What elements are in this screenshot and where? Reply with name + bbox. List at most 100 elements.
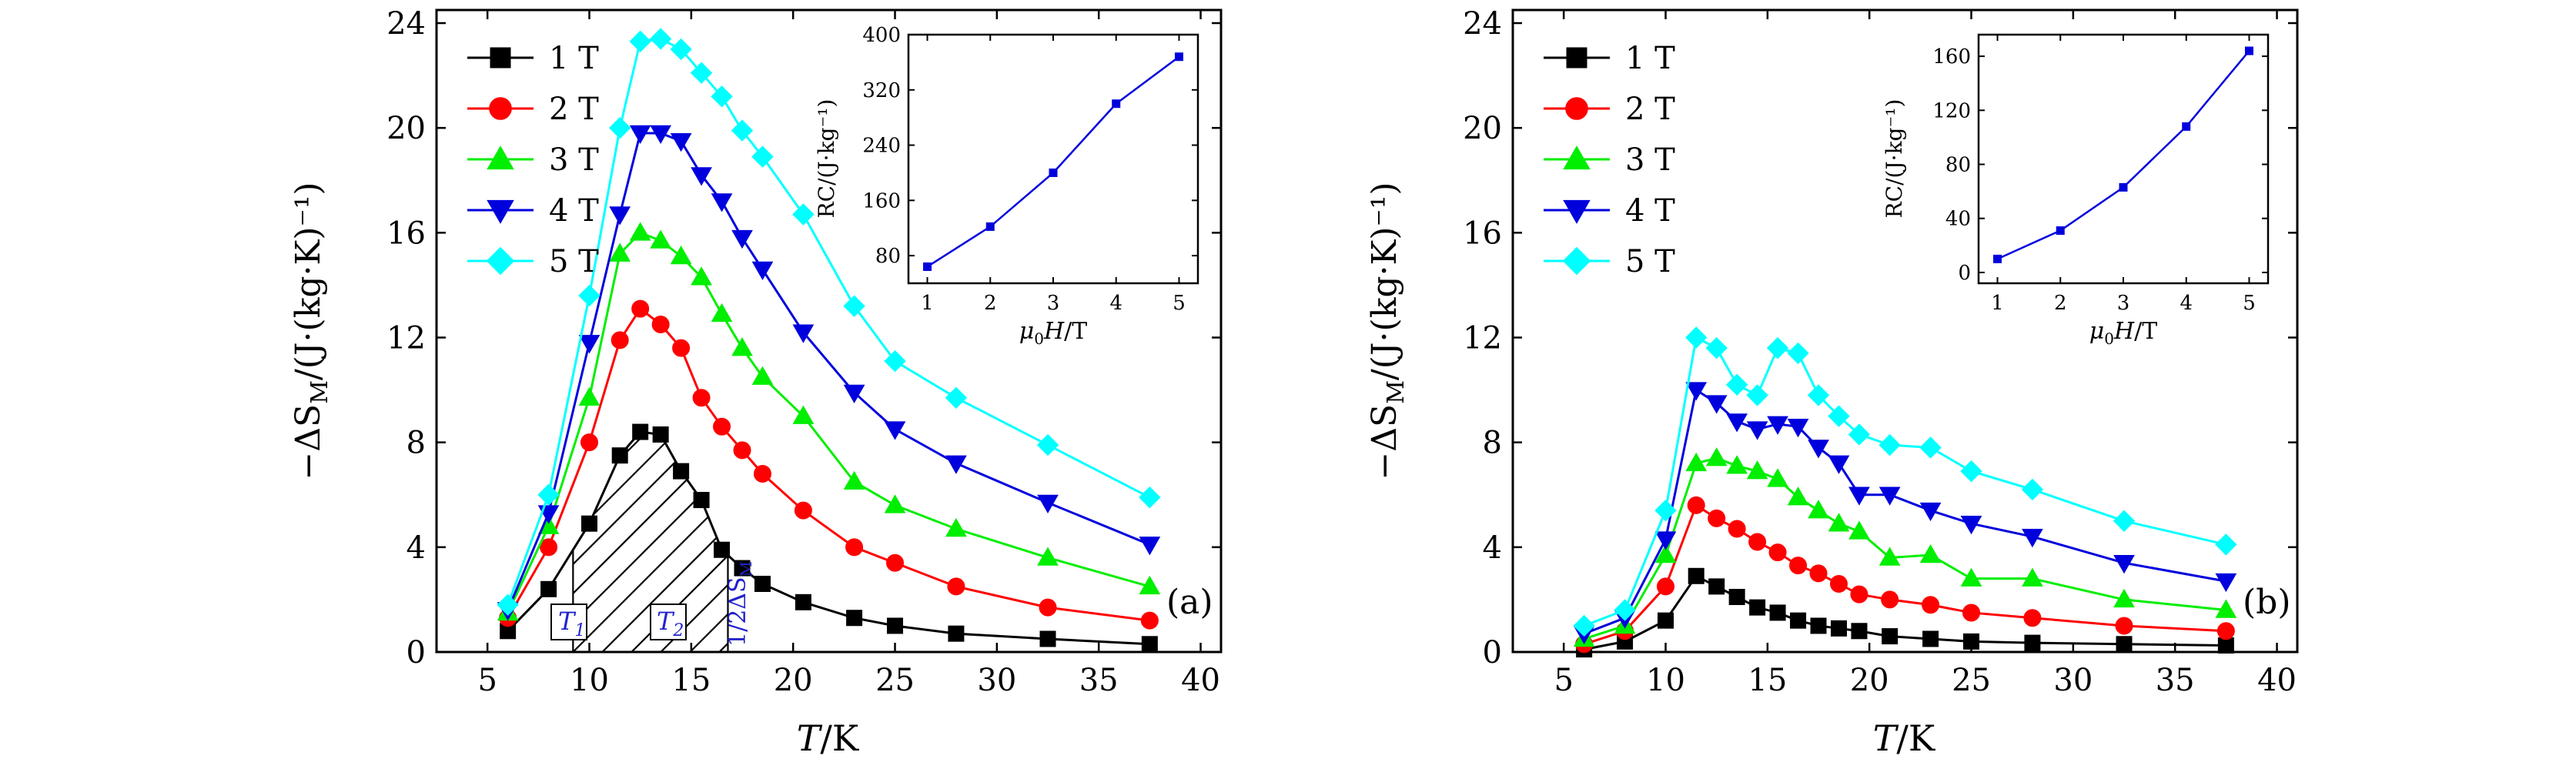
inset-point [1993, 254, 2002, 263]
data-point [887, 617, 904, 634]
data-point [2215, 533, 2237, 556]
data-point [1769, 604, 1786, 621]
inset-y-tick-label: 160 [1932, 45, 1971, 69]
annotations: (b) [2243, 583, 2291, 622]
data-point [1573, 614, 1595, 637]
hatch-line [573, 432, 676, 652]
data-point [792, 203, 815, 226]
data-point [2115, 617, 2133, 635]
x-tick-label: 35 [1079, 663, 1119, 698]
data-point [1657, 577, 1675, 596]
data-point [691, 266, 712, 286]
inset-x-tick-label: 1 [1991, 292, 2004, 315]
y-tick-label: 20 [1463, 111, 1502, 146]
data-point [947, 577, 965, 596]
data-point [1790, 612, 1807, 629]
data-point [945, 386, 968, 410]
data-point [580, 433, 599, 452]
legend: 1 T 2 T 3 T 4 T 5 T [467, 41, 599, 279]
legend-label: 1 T [1625, 41, 1675, 76]
data-point [1726, 413, 1748, 433]
data-point [1878, 433, 1901, 456]
data-point [1808, 440, 1829, 459]
data-point [578, 284, 601, 307]
x-tick-label: 15 [671, 663, 711, 698]
data-point [1725, 373, 1748, 396]
series-line [507, 306, 1150, 622]
data-point [1746, 384, 1768, 406]
legend-label: 4 T [549, 193, 599, 229]
x-axis-ticks: 5 10 15 20 25 30 35 40 [477, 10, 1220, 698]
series-line [1584, 456, 2226, 640]
data-point [1139, 537, 1161, 556]
data-point [1960, 567, 1982, 587]
data-point [754, 575, 771, 592]
data-point [1037, 547, 1059, 566]
data-point [540, 538, 558, 557]
data-point [578, 335, 601, 354]
inset-y-tick-label: 160 [862, 189, 901, 212]
data-point [1766, 336, 1789, 359]
half-delta-s-label: 1/2ΔSM [724, 561, 755, 647]
data-point [751, 261, 774, 281]
series-line [507, 231, 1150, 614]
inset-y-tick-label: 80 [1945, 154, 1971, 177]
data-point [711, 303, 733, 323]
data-point [795, 593, 811, 610]
data-point [1848, 423, 1871, 446]
x-tick-label: 40 [1181, 663, 1220, 698]
hatch-line [1275, 375, 1552, 652]
inset-y-tick-label: 240 [862, 135, 901, 158]
data-point [1141, 636, 1158, 653]
data-point [1746, 421, 1768, 440]
data-point [672, 339, 691, 357]
data-point [1708, 578, 1725, 595]
data-point [1881, 590, 1899, 609]
data-point [945, 518, 967, 537]
data-point [711, 193, 733, 212]
data-point [2113, 555, 2135, 574]
data-point [1767, 416, 1788, 435]
data-point [733, 441, 751, 460]
data-point [670, 245, 692, 265]
series-line [1584, 503, 2226, 646]
data-point [1654, 544, 1677, 563]
legend-marker [487, 145, 514, 170]
data-point [1960, 515, 1982, 535]
data-point [1654, 499, 1677, 522]
hatch-line [1099, 375, 1377, 652]
hatch-region [550, 375, 1581, 652]
hatch-line [601, 432, 728, 652]
data-point [846, 610, 863, 627]
data-point [540, 580, 557, 597]
data-point [1830, 620, 1847, 637]
y-tick-label: 4 [1483, 530, 1502, 566]
inset-x-tick-label: 4 [2180, 292, 2193, 315]
y-tick-label: 16 [386, 216, 426, 251]
data-point [1708, 509, 1726, 527]
data-point [611, 447, 628, 464]
x-tick-label: 10 [1646, 663, 1685, 698]
data-point [1654, 531, 1677, 550]
data-point [731, 229, 753, 249]
data-point [794, 501, 812, 520]
hatch-line [1304, 375, 1581, 652]
x-tick-label: 25 [1952, 663, 1991, 698]
data-point [1139, 486, 1161, 509]
data-point [1878, 486, 1901, 506]
data-point [691, 167, 712, 186]
data-point [1807, 384, 1830, 406]
data-point [1828, 513, 1850, 532]
data-point [731, 119, 754, 142]
data-point [1726, 455, 1748, 474]
data-point [609, 242, 631, 262]
legend-label: 3 T [549, 142, 599, 178]
x-tick-label: 35 [2156, 663, 2195, 698]
y-tick-label: 24 [386, 6, 426, 42]
inset-point [2056, 226, 2065, 236]
data-point [650, 229, 672, 249]
